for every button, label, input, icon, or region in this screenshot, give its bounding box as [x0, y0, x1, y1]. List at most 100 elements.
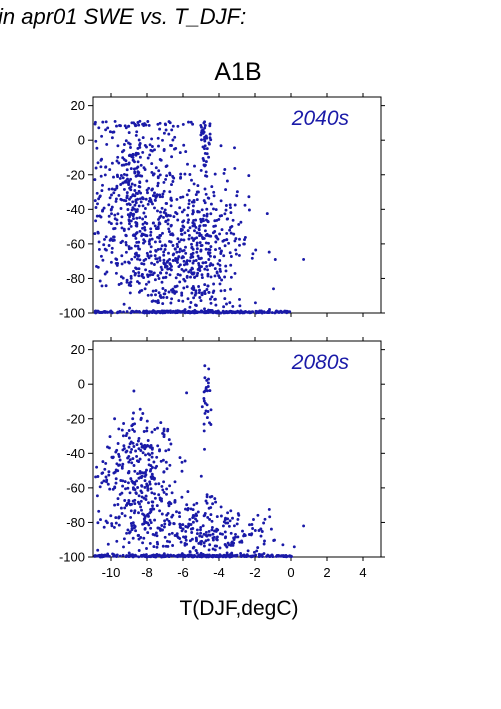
data-point	[167, 504, 171, 508]
data-point	[156, 235, 159, 239]
data-point	[191, 310, 195, 314]
data-point	[133, 429, 136, 433]
data-point	[151, 507, 155, 511]
data-point	[229, 255, 233, 258]
y-tick-label: -20	[66, 167, 85, 182]
data-point	[212, 554, 216, 558]
data-point	[268, 554, 272, 558]
data-point	[142, 262, 146, 266]
data-point	[135, 443, 139, 447]
data-point	[194, 259, 198, 262]
data-point	[152, 477, 156, 481]
data-point	[254, 553, 258, 557]
data-point	[202, 214, 206, 217]
data-point	[174, 256, 178, 260]
data-point	[115, 124, 118, 128]
data-point	[170, 198, 174, 202]
data-point	[123, 499, 127, 502]
data-point	[98, 485, 102, 489]
data-point	[149, 230, 153, 234]
data-point	[107, 203, 111, 207]
data-point	[185, 503, 189, 507]
data-point	[123, 480, 127, 484]
data-point	[112, 175, 115, 179]
data-point	[153, 428, 157, 431]
data-point	[204, 192, 208, 196]
data-point	[116, 310, 120, 314]
data-point	[213, 529, 216, 533]
data-point	[117, 523, 121, 527]
data-point	[198, 288, 201, 292]
data-point	[155, 540, 159, 544]
data-point	[171, 253, 175, 257]
data-point	[223, 518, 227, 522]
data-point	[127, 124, 131, 128]
data-point	[228, 251, 232, 255]
data-point	[201, 217, 205, 221]
data-point	[214, 248, 217, 252]
data-point	[209, 202, 213, 206]
data-point	[114, 199, 118, 203]
data-point	[168, 310, 172, 314]
data-point	[99, 518, 102, 522]
data-point	[215, 535, 219, 539]
data-point	[224, 264, 228, 268]
data-point	[273, 538, 276, 542]
data-point	[153, 224, 157, 228]
data-point	[118, 310, 122, 314]
data-point	[202, 532, 206, 536]
data-point	[175, 197, 179, 201]
data-point	[207, 548, 211, 552]
data-point	[157, 291, 161, 295]
data-point	[113, 217, 117, 221]
data-point	[132, 411, 135, 415]
data-point	[288, 310, 292, 314]
data-point	[162, 215, 165, 219]
data-point	[96, 309, 100, 313]
data-point	[215, 537, 219, 541]
data-point	[133, 488, 137, 492]
data-point	[208, 251, 212, 255]
data-point	[196, 268, 200, 271]
data-point	[135, 209, 139, 213]
data-point	[120, 262, 124, 266]
data-point	[145, 444, 149, 447]
data-point	[214, 208, 218, 212]
data-point	[103, 554, 107, 558]
data-point	[110, 161, 114, 165]
data-point	[198, 296, 202, 299]
data-point	[134, 449, 138, 453]
data-point	[127, 499, 131, 502]
data-point	[125, 310, 129, 314]
data-point	[193, 237, 197, 241]
data-point	[238, 304, 242, 308]
data-point	[170, 155, 174, 159]
data-point	[191, 271, 195, 275]
data-point	[273, 258, 277, 261]
data-point	[204, 134, 208, 138]
data-point	[221, 554, 225, 558]
data-point	[195, 198, 199, 202]
data-point	[161, 138, 164, 142]
data-point	[114, 271, 118, 275]
data-point	[172, 176, 176, 180]
data-point	[189, 120, 193, 124]
data-point	[191, 224, 195, 228]
data-point	[170, 491, 174, 495]
data-point	[127, 445, 131, 449]
data-point	[214, 224, 217, 228]
data-point	[115, 462, 119, 466]
data-point	[151, 500, 155, 504]
data-point	[204, 247, 208, 251]
data-point	[182, 269, 186, 273]
data-point	[162, 149, 166, 152]
data-point	[172, 215, 176, 219]
data-point	[203, 511, 207, 515]
data-point	[166, 259, 170, 263]
data-point	[190, 291, 194, 295]
data-point	[156, 444, 160, 448]
data-point	[110, 522, 114, 526]
data-point	[133, 509, 137, 513]
data-point	[165, 271, 168, 275]
data-point	[236, 535, 240, 539]
